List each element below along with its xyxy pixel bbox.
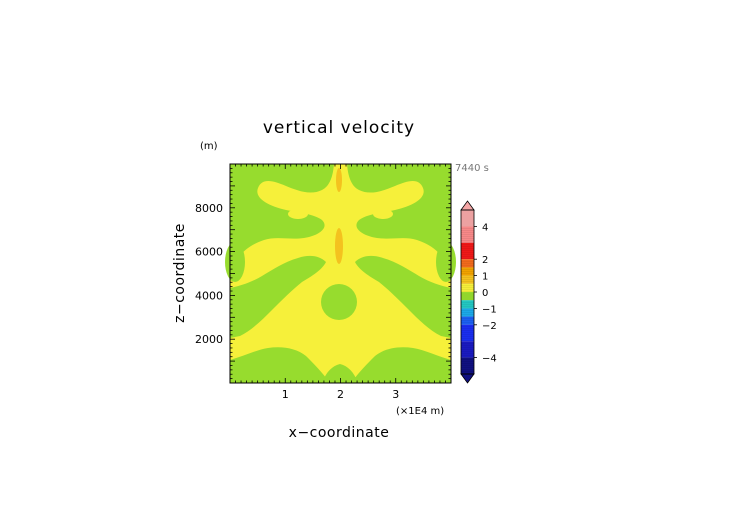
- colorbar-tick-label: 0: [482, 288, 488, 299]
- field-region-negative: [230, 255, 326, 338]
- field-region-positive: [373, 209, 393, 219]
- colorbar-swatch: [461, 316, 474, 325]
- y-unit-label: (m): [200, 141, 218, 152]
- colorbar-swatch: [461, 283, 474, 292]
- x-tick-label: 3: [392, 388, 399, 401]
- y-axis-ticks: 2000 4000 6000 8000: [195, 167, 451, 380]
- colorbar-swatch: [461, 267, 474, 276]
- field-region-negative: [351, 347, 451, 383]
- field-region-negative: [347, 164, 451, 258]
- x-axis-label: x−coordinate: [289, 425, 390, 441]
- colorbar-swatch: [461, 292, 474, 301]
- field-region-negative: [225, 242, 245, 282]
- colorbar-tick-label: 4: [482, 222, 488, 233]
- x-tick-label: 1: [282, 388, 289, 401]
- field-region-negative: [321, 284, 357, 320]
- colorbar-tick-label: −1: [482, 304, 497, 315]
- colorbar-tick-label: −2: [482, 321, 497, 332]
- field-region-positive: [335, 228, 343, 264]
- y-tick-label: 8000: [195, 202, 223, 215]
- colorbar-swatch: [461, 308, 474, 317]
- y-tick-label: 4000: [195, 289, 223, 302]
- field-region-negative: [230, 164, 334, 258]
- colorbar-swatch: [461, 242, 474, 260]
- y-tick-label: 6000: [195, 246, 223, 259]
- colorbar-swatch: [461, 275, 474, 284]
- colorbar-tick-label: 2: [482, 255, 488, 266]
- y-tick-label: 2000: [195, 333, 223, 346]
- colorbar-swatch: [461, 341, 474, 358]
- colorbar-swatch: [461, 226, 474, 243]
- x-unit-label: (×1E4 m): [396, 406, 444, 417]
- field-region-negative: [436, 242, 456, 282]
- field-region-negative: [230, 347, 330, 383]
- colorbar-max-arrow: [460, 200, 475, 211]
- colorbar-swatch: [461, 300, 474, 309]
- colorbar-swatch: [461, 259, 474, 268]
- field-region-positive: [288, 209, 308, 219]
- field-region-negative: [355, 255, 451, 338]
- y-axis-label: z−coordinate: [172, 223, 188, 323]
- colorbar-swatch: [461, 210, 474, 227]
- field-region-positive: [301, 317, 309, 331]
- time-label: 7440 s: [455, 163, 489, 174]
- plot-area: 1 2 3 2000 4000 6000 8000: [195, 163, 456, 401]
- x-axis-ticks: 1 2 3: [235, 164, 446, 401]
- x-tick-label: 2: [337, 388, 344, 401]
- colorbar-tick-label: 1: [482, 272, 488, 283]
- colorbar-swatch: [461, 324, 474, 342]
- field-region-negative: [322, 364, 358, 383]
- chart-title: vertical velocity: [263, 118, 415, 138]
- colorbar-tick-label: −4: [482, 354, 497, 365]
- colorbar-min-arrow: [460, 373, 475, 384]
- colorbar: 4 2 1 0 −1 −2 −4: [460, 200, 497, 384]
- field-region-positive: [336, 168, 342, 192]
- field-region-positive: [372, 317, 380, 331]
- colorbar-swatch: [461, 357, 474, 374]
